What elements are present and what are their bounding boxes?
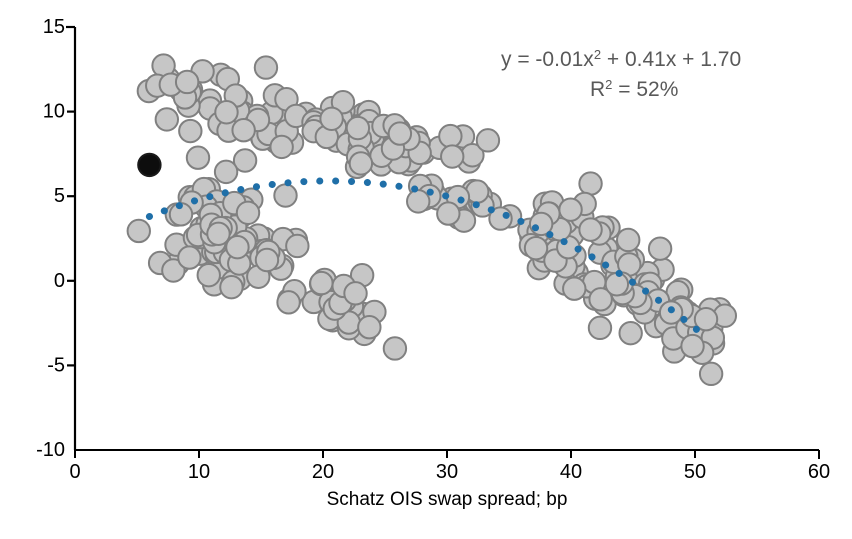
svg-text:-10: -10 xyxy=(36,439,65,461)
svg-text:y = -0.01x2 + 0.41x + 1.70: y = -0.01x2 + 0.41x + 1.70 xyxy=(501,47,741,72)
svg-text:30: 30 xyxy=(436,461,458,483)
svg-text:10: 10 xyxy=(43,101,65,123)
svg-text:R2 = 52%: R2 = 52% xyxy=(590,77,678,102)
svg-text:15: 15 xyxy=(43,16,65,38)
svg-text:50: 50 xyxy=(684,461,706,483)
svg-text:Schatz OIS swap spread; bp: Schatz OIS swap spread; bp xyxy=(327,489,568,510)
svg-text:40: 40 xyxy=(560,461,582,483)
svg-text:5: 5 xyxy=(54,185,65,207)
svg-text:20: 20 xyxy=(312,461,334,483)
svg-text:0: 0 xyxy=(54,270,65,292)
svg-text:-5: -5 xyxy=(47,354,65,376)
svg-text:0: 0 xyxy=(69,461,80,483)
svg-text:60: 60 xyxy=(808,461,830,483)
svg-text:10: 10 xyxy=(188,461,210,483)
